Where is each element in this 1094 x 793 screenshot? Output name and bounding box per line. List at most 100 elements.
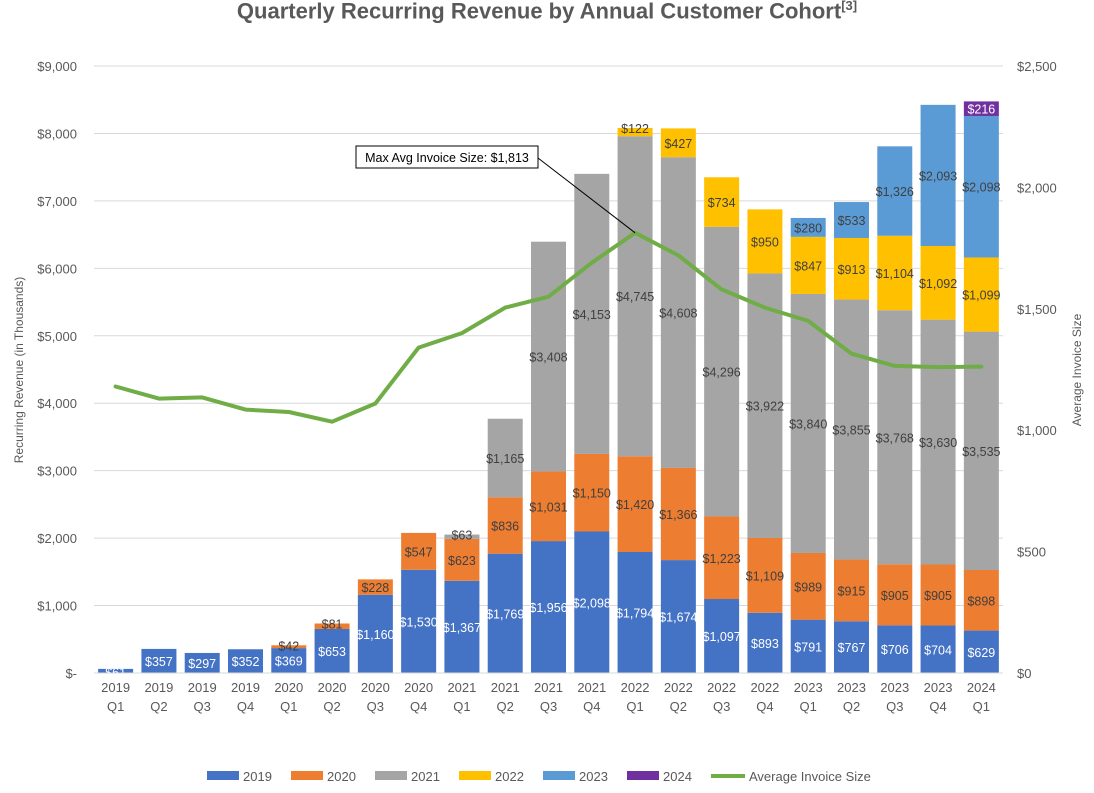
bar-segment-2020 — [660, 467, 696, 561]
bar-segment-2021 — [877, 310, 913, 565]
bar-segment-2022 — [920, 246, 956, 320]
data-label-2019: $653 — [318, 645, 346, 659]
x-tick-label-year: 2021 — [577, 680, 606, 695]
data-label-2021: $3,630 — [919, 436, 957, 450]
legend-swatch-2022 — [459, 771, 491, 780]
data-label-2019: $704 — [924, 643, 952, 657]
y-tick-label: $1,000 — [37, 599, 77, 614]
bar-segment-2021 — [444, 534, 480, 539]
y-tick-label: $9,000 — [37, 59, 77, 74]
bar-segment-2019 — [920, 625, 956, 673]
bar-segment-2022 — [704, 177, 740, 227]
x-tick-label-year: 2022 — [750, 680, 779, 695]
data-label-2020: $989 — [794, 580, 822, 594]
x-tick-label-quarter: Q1 — [107, 699, 124, 714]
data-label-2019: $357 — [145, 655, 173, 669]
bar-segment-2019 — [747, 612, 783, 673]
x-tick-label-quarter: Q3 — [713, 699, 730, 714]
bar-segment-2019 — [228, 649, 263, 673]
chart-title-text: Quarterly Recurring Revenue by Annual Cu… — [236, 0, 842, 24]
y-tick-label: $- — [65, 666, 77, 681]
bar-segment-2023 — [877, 146, 913, 236]
bar-segment-2020 — [834, 559, 869, 622]
data-label-2020: $836 — [491, 519, 519, 533]
y-tick-label: $2,000 — [37, 531, 77, 546]
y2-tick-label: $1,000 — [1017, 423, 1057, 438]
data-label-2022: $1,104 — [876, 267, 914, 281]
bar-segment-2022 — [834, 237, 869, 300]
bar-segment-2019 — [184, 652, 220, 673]
bar-segment-2020 — [314, 623, 350, 629]
x-tick-label-quarter: Q2 — [670, 699, 687, 714]
bar-segment-2019 — [574, 531, 610, 673]
avg-invoice-line — [113, 230, 984, 424]
bar-segment-2022 — [963, 257, 999, 332]
legend-label-2019: 2019 — [243, 769, 272, 784]
data-label-2022: $913 — [838, 263, 866, 277]
data-label-2019: $893 — [751, 637, 779, 651]
x-tick-label-quarter: Q1 — [626, 699, 643, 714]
bar-segment-2022 — [877, 235, 913, 311]
data-label-2022: $122 — [621, 122, 649, 136]
x-tick-label-year: 2019 — [231, 680, 260, 695]
bar-segment-2019 — [314, 628, 350, 673]
data-label-2024: $216 — [967, 103, 995, 117]
x-tick-label-quarter: Q4 — [583, 699, 600, 714]
x-tick-label-year: 2019 — [144, 680, 173, 695]
x-tick-label-year: 2024 — [967, 680, 996, 695]
bar-segment-2022 — [617, 127, 653, 137]
x-tick-label-quarter: Q2 — [150, 699, 167, 714]
x-tick-label-year: 2022 — [664, 680, 693, 695]
data-label-2022: $427 — [664, 137, 692, 151]
y-tick-label: $3,000 — [37, 464, 77, 479]
x-tick-label-year: 2022 — [707, 680, 736, 695]
data-label-2019: $2,098 — [573, 596, 611, 610]
bar-segment-2022 — [747, 209, 783, 274]
x-tick-label-quarter: Q3 — [886, 699, 903, 714]
bar-segment-2020 — [444, 538, 480, 581]
data-label-2023: $2,098 — [962, 181, 1000, 195]
x-tick-label-year: 2019 — [101, 680, 130, 695]
bar-segment-2020 — [617, 456, 653, 553]
data-label-2022: $1,099 — [962, 289, 1000, 303]
legend-label-2024: 2024 — [663, 769, 692, 784]
legend-label-2021: 2021 — [411, 769, 440, 784]
data-label-2022: $1,092 — [919, 277, 957, 291]
data-label-2022: $734 — [708, 196, 736, 210]
x-tick-label-quarter: Q2 — [497, 699, 514, 714]
bar-segment-2021 — [963, 331, 999, 571]
data-label-2020: $905 — [881, 589, 909, 603]
legend-swatch-2023 — [543, 771, 575, 780]
data-label-2020: $623 — [448, 554, 476, 568]
data-label-2023: $2,093 — [919, 169, 957, 183]
x-tick-label-quarter: Q4 — [756, 699, 773, 714]
data-label-2019: $369 — [275, 655, 303, 669]
data-label-2022: $847 — [794, 259, 822, 273]
bar-segment-2019 — [98, 668, 134, 673]
data-label-2019: $1,160 — [356, 628, 394, 642]
data-label-2023: $1,326 — [876, 185, 914, 199]
bar-segment-2021 — [704, 226, 740, 517]
bar-segment-2021 — [790, 293, 826, 553]
x-tick-label-year: 2023 — [794, 680, 823, 695]
x-tick-label-year: 2020 — [361, 680, 390, 695]
y2-tick-label: $1,500 — [1017, 302, 1057, 317]
y-tick-label: $7,000 — [37, 194, 77, 209]
data-label-2020: $1,223 — [703, 552, 741, 566]
x-tick-label-year: 2023 — [924, 680, 953, 695]
y2-tick-label: $2,500 — [1017, 59, 1057, 74]
data-label-2020: $81 — [322, 617, 343, 631]
data-label-2020: $1,031 — [529, 500, 567, 514]
bar-segment-2019 — [531, 541, 566, 673]
data-label-2021: $3,840 — [789, 417, 827, 431]
annotation-box — [355, 145, 539, 169]
x-tick-label-quarter: Q2 — [323, 699, 340, 714]
data-label-2021: $4,608 — [659, 307, 697, 321]
data-label-2020: $1,420 — [616, 498, 654, 512]
bar-segment-2021 — [747, 273, 783, 538]
bar-segment-2019 — [141, 648, 177, 673]
bar-segment-2020 — [747, 537, 783, 613]
y2-tick-label: $2,000 — [1017, 180, 1057, 195]
data-label-2021: $63 — [451, 529, 472, 543]
